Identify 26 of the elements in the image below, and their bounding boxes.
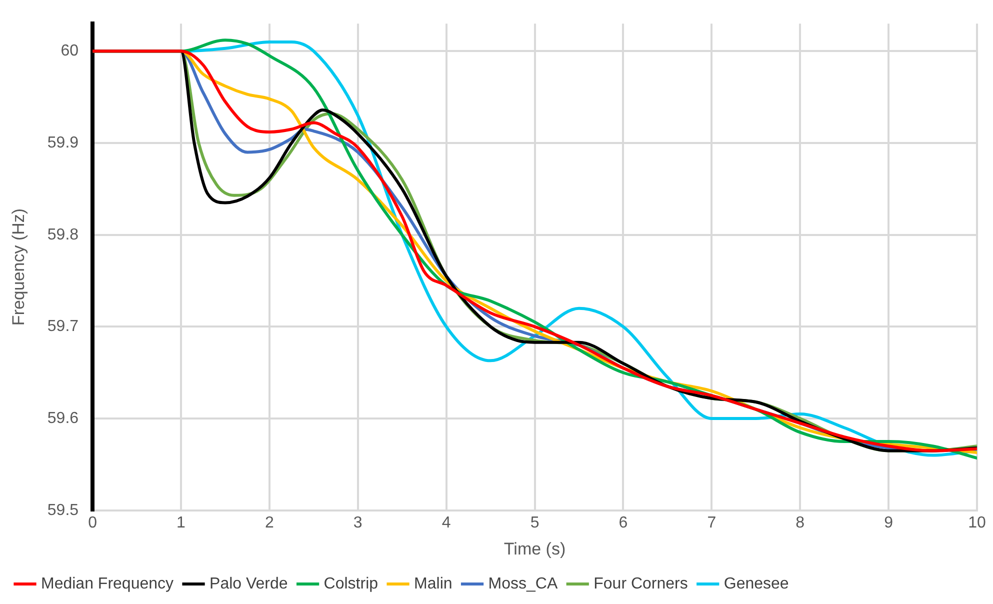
legend-label: Four Corners [594, 575, 688, 592]
y-tick-label: 60 [60, 42, 79, 60]
legend-label: Moss_CA [488, 575, 558, 592]
legend-label: Palo Verde [210, 575, 288, 592]
x-tick-label: 10 [968, 514, 986, 532]
y-tick-label: 59.6 [47, 410, 79, 427]
x-tick-label: 0 [88, 514, 98, 532]
x-tick-label: 3 [353, 514, 362, 532]
y-tick-label: 59.8 [47, 226, 79, 244]
legend-label: Malin [414, 575, 452, 592]
x-tick-label: 8 [796, 514, 805, 532]
x-tick-label: 2 [264, 514, 274, 532]
x-axis-title: Time (s) [504, 539, 566, 558]
x-tick-label: 7 [707, 514, 716, 532]
y-axis-title: Frequency (Hz) [8, 208, 28, 326]
x-tick-label: 4 [442, 514, 451, 532]
y-tick-label: 59.7 [47, 318, 79, 336]
legend-label: Genesee [724, 575, 789, 592]
x-tick-label: 1 [176, 514, 186, 532]
legend-label: Colstrip [324, 575, 378, 592]
y-tick-label: 59.5 [47, 502, 79, 519]
x-tick-label: 5 [530, 514, 540, 532]
x-tick-label: 9 [884, 514, 894, 532]
y-tick-label: 59.9 [47, 134, 79, 152]
legend-label: Median Frequency [41, 575, 174, 592]
x-tick-label: 6 [618, 514, 628, 532]
